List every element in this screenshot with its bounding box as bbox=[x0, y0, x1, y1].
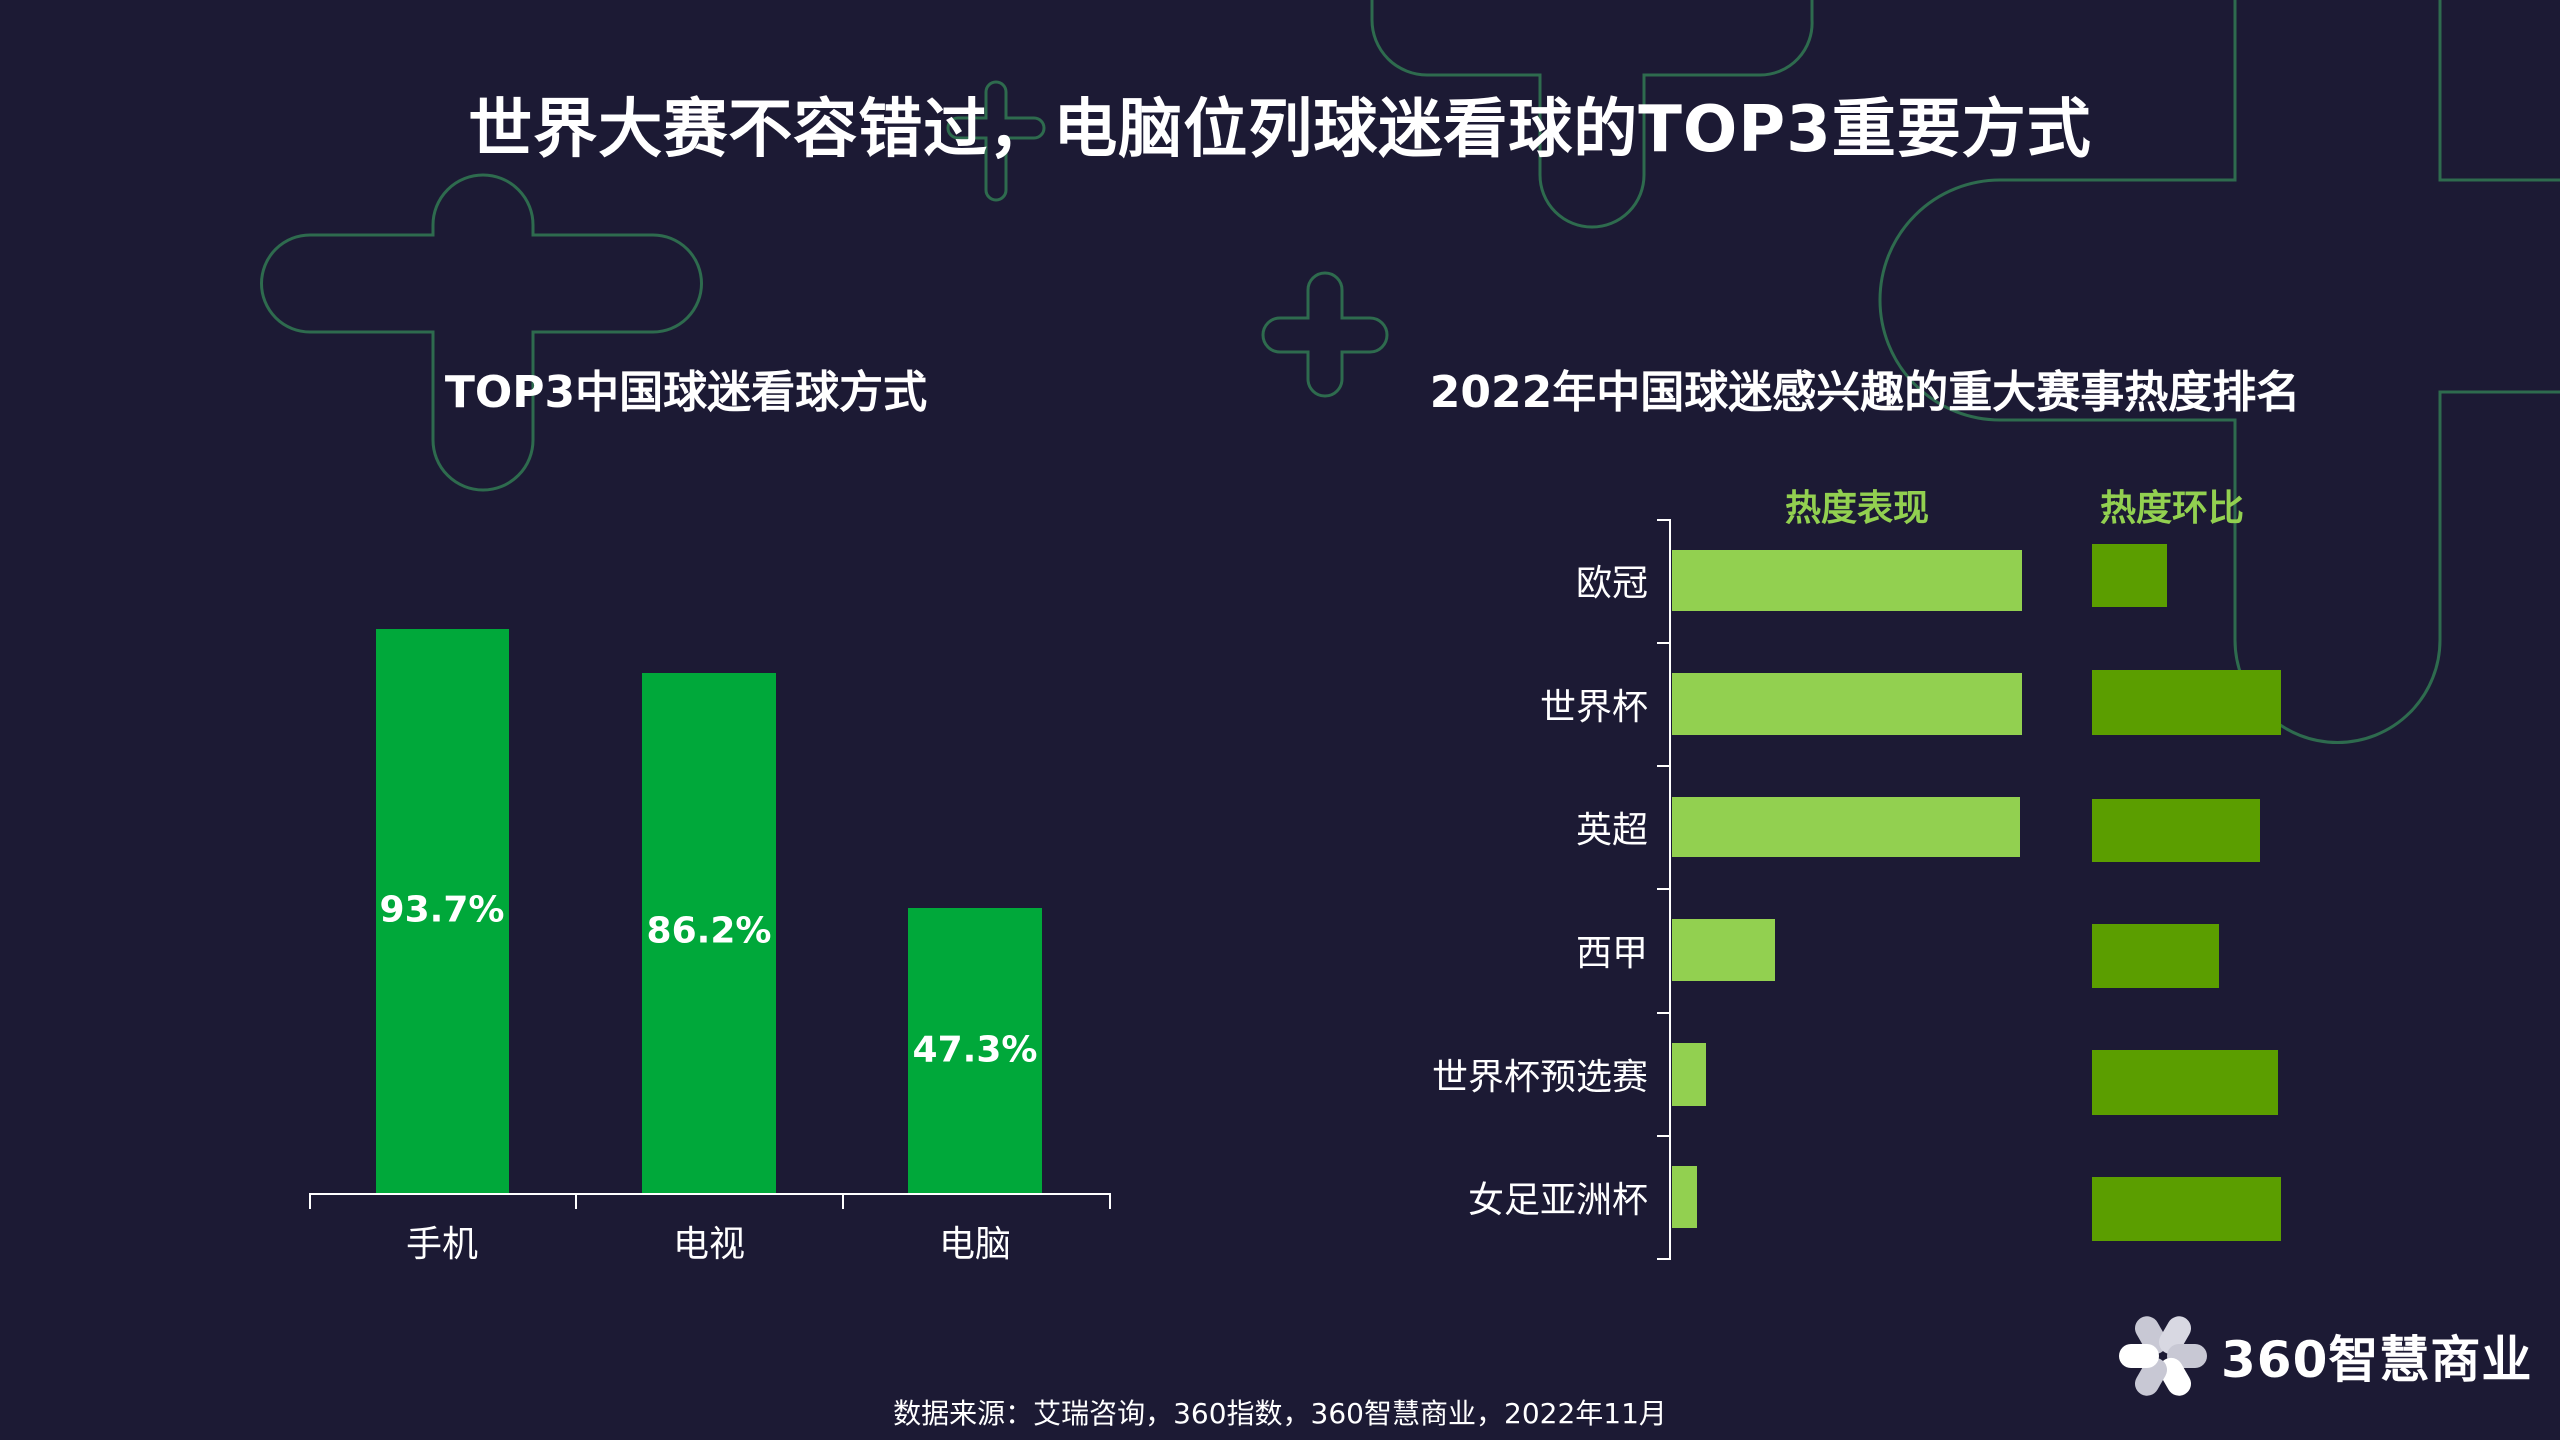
y-axis-tick bbox=[1657, 519, 1671, 521]
bar-value-label: 93.7% bbox=[379, 889, 505, 931]
row-label: 欧冠 bbox=[1575, 563, 1648, 604]
mom-bar bbox=[2092, 1177, 2281, 1241]
right-chart-title: 2022年中国球迷感兴趣的重大赛事热度排名 bbox=[1429, 367, 2301, 418]
mom-bar bbox=[2092, 1050, 2278, 1115]
column-header-heat: 热度表现 bbox=[1784, 488, 1930, 529]
column-header-mom: 热度环比 bbox=[2099, 488, 2245, 529]
x-axis-tick bbox=[1109, 1193, 1111, 1209]
category-label: 电脑 bbox=[938, 1224, 1012, 1265]
brand-name: 360智慧商业 bbox=[2221, 1331, 2533, 1389]
x-axis-tick bbox=[309, 1193, 311, 1209]
mom-bar bbox=[2092, 924, 2219, 988]
heat-bar bbox=[1672, 1166, 1697, 1228]
data-source-note: 数据来源：艾瑞咨询，360指数，360智慧商业，2022年11月 bbox=[893, 1397, 1667, 1430]
category-label: 手机 bbox=[405, 1224, 479, 1265]
y-axis-tick bbox=[1657, 642, 1671, 644]
mom-bar bbox=[2092, 544, 2167, 607]
y-axis-tick bbox=[1657, 1012, 1671, 1014]
heat-bar bbox=[1672, 919, 1775, 981]
page-title: 世界大赛不容错过，电脑位列球迷看球的TOP3重要方式 bbox=[468, 93, 2092, 167]
heat-bar bbox=[1672, 797, 2020, 857]
mom-bar bbox=[2092, 799, 2260, 862]
category-label: 电视 bbox=[672, 1224, 746, 1265]
y-axis-tick bbox=[1657, 765, 1671, 767]
bar-value-label: 86.2% bbox=[646, 910, 772, 952]
bar-tv bbox=[642, 673, 776, 1194]
left-chart-title: TOP3中国球迷看球方式 bbox=[444, 367, 928, 418]
heat-bar bbox=[1672, 673, 2022, 735]
x-axis-tick bbox=[575, 1193, 577, 1209]
brand-logo: 360智慧商业 bbox=[2115, 1316, 2532, 1396]
y-axis-tick bbox=[1657, 1135, 1671, 1137]
y-axis-tick bbox=[1657, 1258, 1671, 1260]
x-axis-line bbox=[309, 1193, 1111, 1195]
bar-phone bbox=[376, 629, 509, 1194]
bar-computer bbox=[908, 908, 1042, 1194]
360-flower-logo-icon bbox=[2119, 1316, 2207, 1396]
row-label: 西甲 bbox=[1575, 933, 1648, 974]
row-label: 英超 bbox=[1575, 810, 1648, 851]
bar-value-label: 47.3% bbox=[912, 1029, 1038, 1071]
x-axis-tick bbox=[842, 1193, 844, 1209]
heat-bar bbox=[1672, 1043, 1706, 1106]
row-label: 世界杯预选赛 bbox=[1431, 1057, 1648, 1098]
row-label: 女足亚洲杯 bbox=[1467, 1180, 1648, 1221]
row-label: 世界杯 bbox=[1539, 687, 1648, 728]
heat-bar bbox=[1672, 550, 2022, 611]
mom-bar bbox=[2092, 670, 2281, 735]
y-axis-tick bbox=[1657, 888, 1671, 890]
